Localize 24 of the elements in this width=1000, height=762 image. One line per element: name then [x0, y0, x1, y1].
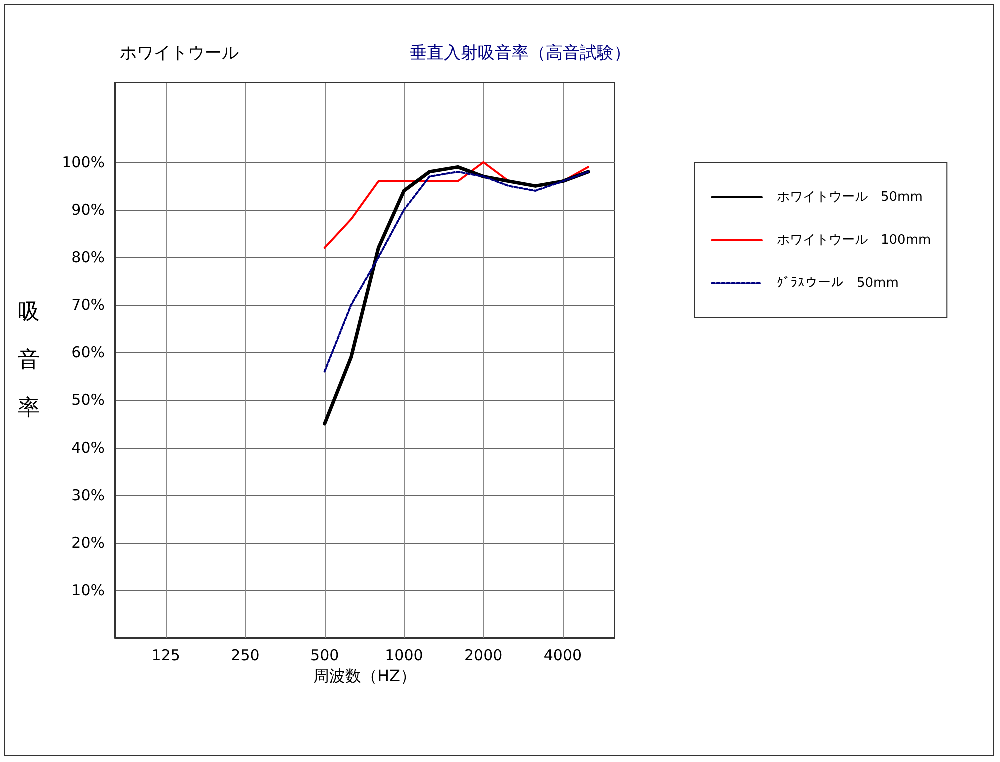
y-tick-label: 80% — [72, 248, 105, 267]
x-tick-label: 1000 — [385, 646, 424, 664]
y-tick-label: 60% — [72, 344, 105, 362]
y-tick-label: 100% — [62, 153, 105, 172]
y-tick-label: 50% — [72, 391, 105, 410]
line-series — [324, 170, 590, 373]
legend-label: ｸﾞﾗｽウール 50mm — [777, 276, 899, 291]
y-tick-label: 30% — [72, 486, 105, 504]
legend-label: ホワイトウール 100mm — [777, 233, 932, 248]
chart-subtitle: 垂直入射吸音率（高音試験） — [410, 44, 631, 64]
legend-label: ホワイトウール 50mm — [777, 190, 923, 205]
x-tick-label: 2000 — [464, 646, 503, 664]
y-axis-title: 吸音率 — [18, 300, 40, 421]
y-tick-label: 10% — [72, 581, 105, 600]
chart-title: ホワイトウール — [120, 44, 239, 64]
y-tick-label: 40% — [72, 438, 105, 457]
y-tick-label: 70% — [72, 296, 105, 314]
x-tick-label: 250 — [231, 646, 260, 664]
x-tick-label: 125 — [152, 646, 180, 664]
y-tick-label: 20% — [72, 534, 105, 552]
x-tick-label: 500 — [310, 646, 340, 664]
x-axis-title: 周波数（HZ） — [314, 666, 416, 686]
y-tick-label: 90% — [72, 200, 105, 219]
x-tick-label: 4000 — [544, 646, 582, 664]
